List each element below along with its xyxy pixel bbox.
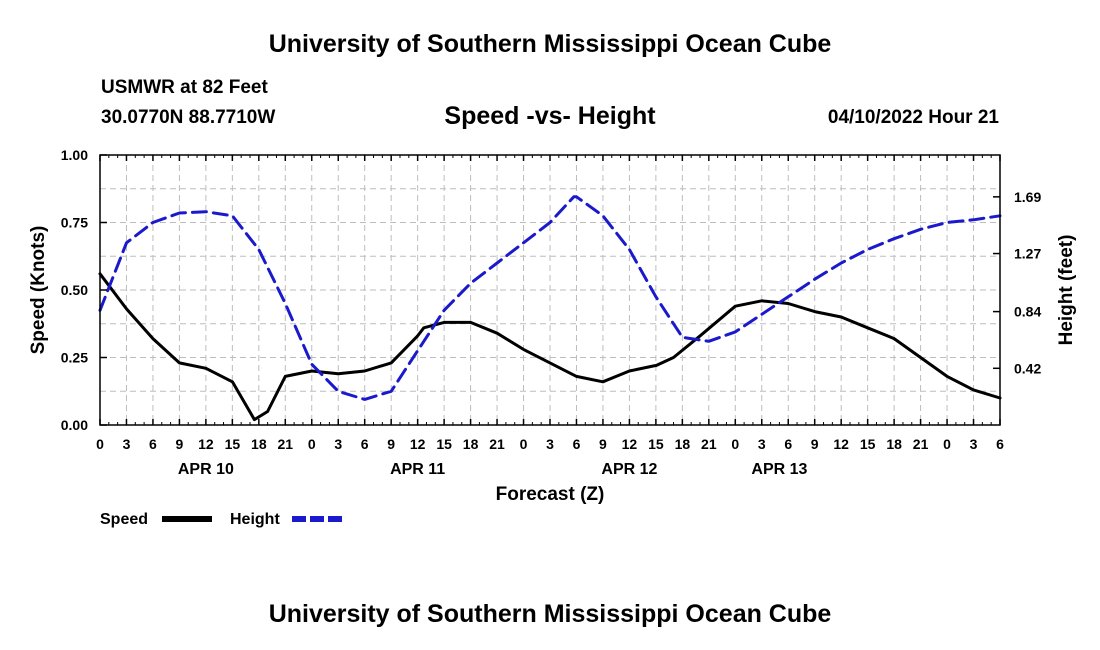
x-tick-label: 21 — [913, 436, 929, 452]
chart-subtitle: Speed -vs- Height — [444, 102, 656, 130]
x-tick-label: 0 — [96, 436, 104, 452]
x-tick-label: 9 — [811, 436, 819, 452]
speed-height-chart: Speed -vs- Height 0 3 6 9 12 15 18 21 0 3 6 9 12 15 18… — [28, 102, 1077, 528]
x-tick-label: 15 — [436, 436, 452, 452]
x-axis-label: Forecast (Z) — [496, 484, 605, 505]
day-label: APR 10 — [178, 461, 234, 478]
x-tick-label: 12 — [410, 436, 426, 452]
x-tick-label: 6 — [149, 436, 157, 452]
day-label: APR 13 — [751, 461, 807, 478]
y-tick-label: 0.75 — [61, 215, 88, 231]
x-tick-label: 3 — [758, 436, 766, 452]
x-tick-label: 15 — [225, 436, 241, 452]
x-tick-label: 18 — [886, 436, 902, 452]
x-tick-label: 6 — [996, 436, 1004, 452]
x-tick-label: 6 — [784, 436, 792, 452]
y2-tick-label: 1.69 — [1014, 189, 1041, 205]
x-tick-label: 3 — [546, 436, 554, 452]
y-tick-label: 0.25 — [61, 350, 88, 366]
station-coords: 30.0770N 88.7710W — [101, 107, 276, 128]
y2-axis-label: Height (feet) — [1056, 235, 1077, 346]
height-line — [98, 195, 1002, 401]
x-tick-label: 18 — [251, 436, 267, 452]
x-tick-label: 3 — [123, 436, 131, 452]
y-tick-label: 1.00 — [61, 147, 88, 163]
day-label: APR 11 — [390, 461, 445, 478]
legend-height-label: Height — [230, 511, 280, 528]
y-tick-label: 0.00 — [61, 417, 88, 433]
x-tick-label: 0 — [943, 436, 951, 452]
station-name: USMWR at 82 Feet — [101, 77, 268, 98]
y-axis-label: Speed (Knots) — [28, 226, 49, 355]
day-label: APR 12 — [601, 461, 657, 478]
x-tick-label: 9 — [599, 436, 607, 452]
x-tick-label: 3 — [970, 436, 978, 452]
x-tick-label: 12 — [198, 436, 214, 452]
plot-frame — [99, 154, 1001, 426]
y2-tick-label: 0.42 — [1014, 360, 1041, 376]
chart-title: University of Southern Mississippi Ocean… — [268, 30, 832, 58]
x-tick-label: 21 — [278, 436, 294, 452]
x-tick-label: 21 — [489, 436, 505, 452]
x-tick-label: 6 — [573, 436, 581, 452]
x-tick-label: 9 — [387, 436, 395, 452]
grid — [100, 155, 1000, 425]
x-tick-label: 12 — [833, 436, 849, 452]
x-tick-label: 12 — [622, 436, 638, 452]
x-tick-label: 3 — [334, 436, 342, 452]
y2-tick-label: 1.27 — [1014, 246, 1041, 262]
forecast-datetime: 04/10/2022 Hour 21 — [827, 107, 999, 128]
x-tick-label: 0 — [731, 436, 739, 452]
legend: Speed Height — [100, 511, 342, 528]
axes: 0 3 6 9 12 15 18 21 0 3 6 9 12 15 18 21 0 3 6 9 12 15 18 21 0 3 6 9… — [61, 147, 1042, 478]
x-tick-label: 6 — [361, 436, 369, 452]
x-tick-label: 15 — [648, 436, 664, 452]
y-tick-label: 0.50 — [61, 282, 88, 298]
x-tick-label: 18 — [463, 436, 479, 452]
x-tick-label: 9 — [176, 436, 184, 452]
speed-line — [98, 272, 1002, 422]
x-tick-label: 18 — [675, 436, 691, 452]
x-tick-label: 0 — [308, 436, 316, 452]
x-tick-label: 15 — [860, 436, 876, 452]
x-tick-label: 21 — [701, 436, 717, 452]
y2-tick-label: 0.84 — [1014, 304, 1041, 320]
footer-title: University of Southern Mississippi Ocean… — [268, 600, 832, 628]
series-lines — [98, 195, 1002, 422]
x-tick-label: 0 — [520, 436, 528, 452]
legend-speed-label: Speed — [100, 511, 148, 528]
